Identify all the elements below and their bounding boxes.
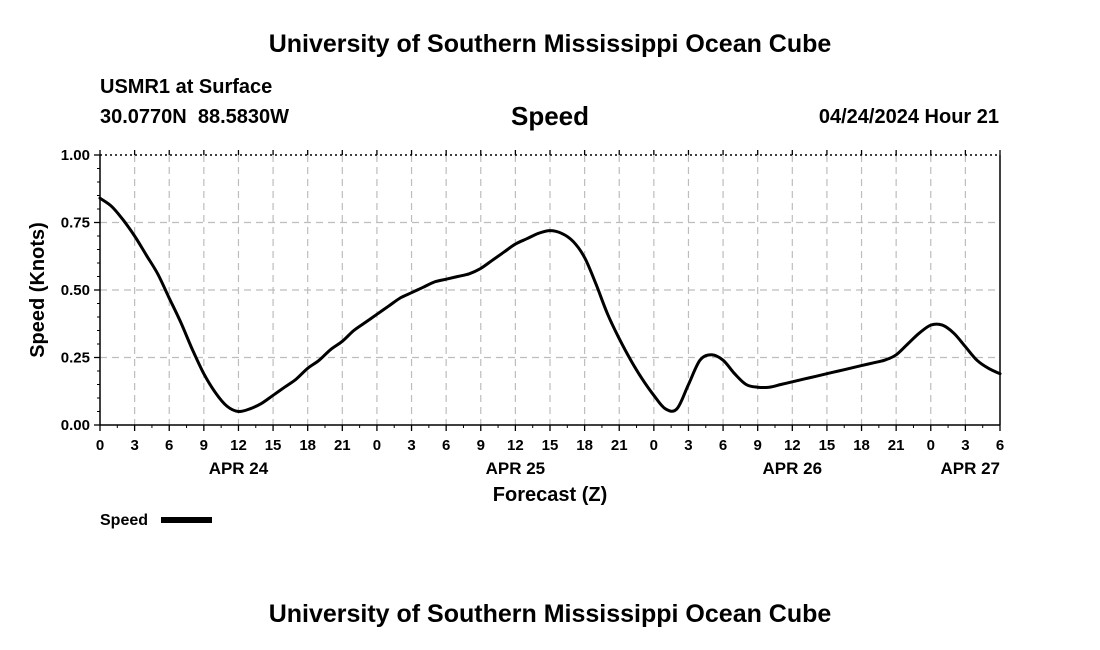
x-tick-label: 0 — [650, 437, 658, 454]
date-label: APR 25 — [486, 459, 546, 478]
x-tick-label: 12 — [507, 437, 524, 454]
date-label: APR 24 — [209, 459, 269, 478]
series-line-speed — [98, 196, 1002, 414]
x-tick-label: 12 — [230, 437, 247, 454]
date-label: APR 26 — [763, 459, 823, 478]
x-tick-label: 3 — [130, 437, 138, 454]
x-tick-label: 21 — [888, 437, 905, 454]
y-axis-title: Speed (Knots) — [27, 222, 49, 358]
x-tick-label: 0 — [373, 437, 381, 454]
x-tick-label: 9 — [754, 437, 762, 454]
footer-title: University of Southern Mississippi Ocean… — [268, 600, 832, 628]
x-tick-label: 15 — [265, 437, 282, 454]
x-tick-label: 6 — [442, 437, 450, 454]
x-tick-label: 6 — [719, 437, 727, 454]
run-time-label: 04/24/2024 Hour 21 — [818, 106, 999, 128]
date-label: APR 27 — [940, 459, 1000, 478]
series-layer — [98, 196, 1002, 414]
legend: Speed — [100, 512, 212, 529]
variable-title: Speed — [510, 101, 590, 131]
x-tick-label: 21 — [611, 437, 628, 454]
x-tick-label: 3 — [961, 437, 969, 454]
x-tick-label: 9 — [477, 437, 485, 454]
coordinates-label: 30.0770N 88.5830W — [100, 106, 290, 128]
y-tick-label: 0.50 — [61, 282, 90, 299]
x-tick-label: 0 — [927, 437, 935, 454]
x-tick-label: 18 — [576, 437, 593, 454]
x-tick-label: 3 — [407, 437, 415, 454]
x-tick-label: 9 — [200, 437, 208, 454]
x-tick-label: 18 — [853, 437, 870, 454]
y-tick-label: 0.00 — [61, 417, 90, 434]
y-tick-label: 0.75 — [61, 215, 90, 232]
x-tick-label: 18 — [299, 437, 316, 454]
legend-swatch — [161, 517, 212, 523]
legend-label: Speed — [100, 512, 148, 529]
station-label: USMR1 at Surface — [100, 76, 273, 98]
axis-labels: 0 3 6 9 12 15 18 21 0 3 6 9 12 15 18 21 0 3 6 9 12 15 18 21 0 3 6 0… — [61, 147, 1004, 478]
page-title: University of Southern Mississippi Ocean… — [268, 30, 832, 58]
x-tick-label: 15 — [819, 437, 836, 454]
grid-lines — [100, 155, 1000, 425]
x-tick-label: 3 — [684, 437, 692, 454]
x-tick-label: 6 — [165, 437, 173, 454]
x-axis-title: Forecast (Z) — [493, 484, 607, 506]
x-tick-label: 21 — [334, 437, 351, 454]
x-tick-label: 12 — [784, 437, 801, 454]
y-tick-label: 1.00 — [61, 147, 90, 164]
x-tick-label: 6 — [996, 437, 1004, 454]
x-tick-label: 15 — [542, 437, 559, 454]
x-tick-label: 0 — [96, 437, 104, 454]
y-tick-label: 0.25 — [61, 350, 90, 367]
